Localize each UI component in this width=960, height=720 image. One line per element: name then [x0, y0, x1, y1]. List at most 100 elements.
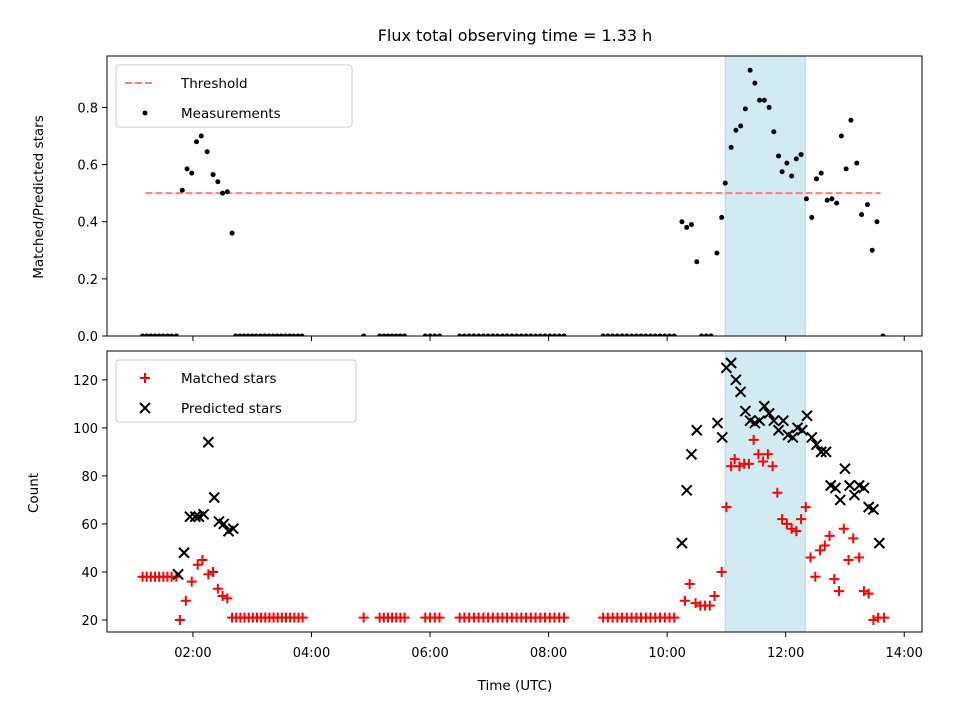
measurement-point [561, 333, 567, 336]
measurement-point [241, 333, 247, 336]
predicted-star-point [730, 374, 742, 386]
legend-predicted-swatch [139, 402, 151, 414]
measurement-point [432, 333, 438, 336]
measurement-point [490, 333, 496, 336]
measurement-point [210, 172, 216, 178]
ratio-legend-box [115, 64, 353, 128]
measurement-point [747, 67, 753, 73]
measurement-point [633, 333, 639, 336]
measurement-point [229, 230, 235, 236]
predicted-star-point [189, 511, 202, 523]
matched-star-point [709, 590, 720, 601]
measurement-point [719, 214, 725, 220]
matched-star-point [704, 600, 715, 611]
matched-star-point [796, 514, 807, 525]
matched-star-point [781, 518, 792, 529]
count-y-tick-label: 80 [81, 470, 98, 485]
measurement-point [499, 333, 505, 336]
measurement-point [556, 333, 562, 336]
measurement-point [652, 333, 658, 336]
x-tick-label: 02:00 [174, 646, 211, 661]
matched-star-point [399, 612, 410, 623]
legend-label: Threshold [180, 76, 248, 92]
predicted-star-point [834, 494, 846, 506]
figure-title: Flux total observing time = 1.33 h [378, 26, 653, 45]
measurement-point [694, 259, 700, 265]
measurement-point [258, 333, 264, 336]
measurement-point [245, 333, 251, 336]
matched-star-point [800, 502, 811, 513]
measurement-point [299, 333, 305, 336]
predicted-star-point [768, 414, 780, 427]
measurement-point [253, 333, 259, 336]
predicted-star-point [858, 482, 870, 494]
measurement-point [708, 333, 714, 336]
measurement-point [843, 166, 849, 172]
matched-star-point [192, 559, 203, 570]
series-matched-stars [137, 434, 890, 625]
matched-star-point [558, 612, 569, 623]
measurement-point [480, 333, 486, 336]
ratio-observing-window-span [724, 55, 806, 337]
series-predicted-stars [172, 357, 886, 581]
measurement-point [476, 333, 482, 336]
measurement-point [874, 219, 880, 225]
measurement-point [152, 333, 158, 336]
measurement-point [793, 156, 799, 162]
matched-star-point [772, 487, 783, 498]
measurement-point [798, 152, 804, 158]
matched-star-point [834, 586, 845, 597]
measurement-point [509, 333, 515, 336]
predicted-star-point [848, 489, 861, 501]
measurement-point [738, 123, 744, 129]
predicted-star-point [725, 357, 737, 369]
legend-label: Predicted stars [181, 401, 282, 417]
measurement-point [140, 333, 146, 336]
measurement-point [789, 173, 795, 179]
measurement-point [274, 333, 280, 336]
measurement-point [144, 333, 150, 336]
measurement-point [427, 333, 433, 336]
count-plot-area [137, 357, 890, 625]
x-tick-label: 10:00 [648, 646, 685, 661]
matched-star-point [174, 614, 185, 625]
measurement-point [287, 333, 293, 336]
measurement-point [282, 333, 288, 336]
matched-star-point [819, 540, 830, 551]
predicted-star-point [227, 523, 239, 535]
ratio-plot-area [140, 67, 886, 336]
matched-star-point [180, 595, 191, 606]
measurement-point [610, 333, 616, 336]
measurement-point [169, 333, 175, 336]
matched-star-point [716, 566, 727, 577]
measurement-point [864, 202, 870, 208]
measurement-point [393, 333, 399, 336]
x-tick-label: 08:00 [530, 646, 567, 661]
measurement-point [160, 333, 166, 336]
matched-star-point [848, 533, 859, 544]
ratio-axes: 0.0 0.2 0.4 0.6 0.8 Threshold Measurements [77, 55, 923, 345]
ratio-y-tick-label: 0.6 [77, 159, 98, 174]
measurement-point [813, 176, 819, 182]
predicted-star-point [763, 407, 775, 420]
measurement-point [619, 333, 625, 336]
predicted-star-point [772, 424, 785, 436]
predicted-star-point [758, 400, 771, 412]
ratio-y-tick-label: 0.8 [77, 101, 98, 116]
measurement-point [757, 97, 763, 103]
measurement-point [776, 153, 782, 159]
matched-star-point [854, 552, 865, 563]
predicted-star-point [806, 431, 818, 444]
measurement-point [533, 333, 539, 336]
legend-label: Measurements [181, 106, 281, 122]
matched-star-point [810, 571, 821, 582]
count-y-tick-label: 120 [73, 374, 98, 389]
measurement-point [784, 160, 790, 166]
measurement-point [397, 333, 403, 336]
matched-star-point [186, 576, 197, 587]
measurement-point [381, 333, 387, 336]
matched-star-point [829, 574, 840, 585]
measurement-point [722, 180, 728, 186]
legend-measurements-swatch [142, 110, 148, 116]
matched-star-point [297, 612, 308, 623]
